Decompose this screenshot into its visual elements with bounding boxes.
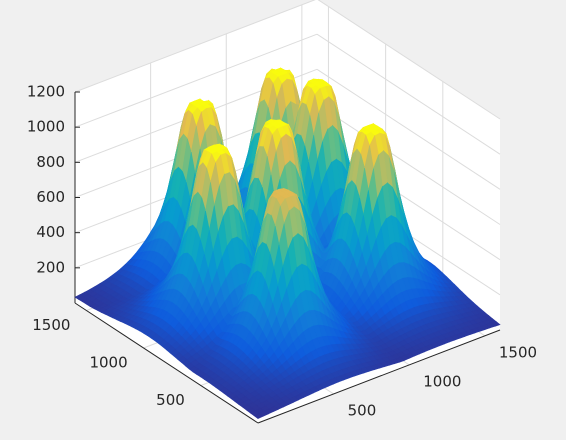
surface	[74, 67, 501, 419]
x-tick-label: 1000	[423, 372, 461, 390]
x-tick-label: 1500	[499, 343, 537, 361]
x-tick-label: 500	[348, 401, 377, 419]
y-tick-label: 500	[156, 391, 185, 409]
z-tick-label: 200	[36, 258, 65, 276]
grid-line	[74, 33, 318, 128]
grid-line	[316, 33, 501, 155]
z-tick-label: 400	[36, 223, 65, 241]
grid-line	[317, 0, 501, 120]
z-tick-label: 1200	[27, 83, 65, 101]
axis-line	[74, 302, 259, 424]
axis-line	[257, 329, 501, 424]
y-tick-label: 1500	[32, 316, 70, 334]
z-tick-label: 600	[36, 188, 65, 206]
grid-line	[316, 68, 501, 190]
z-tick-label: 800	[36, 153, 65, 171]
surface-patch	[253, 413, 264, 419]
z-tick-label: 1000	[27, 118, 65, 136]
grid-line	[74, 0, 316, 93]
grid-line	[316, 104, 501, 225]
y-tick-label: 1000	[89, 354, 127, 372]
